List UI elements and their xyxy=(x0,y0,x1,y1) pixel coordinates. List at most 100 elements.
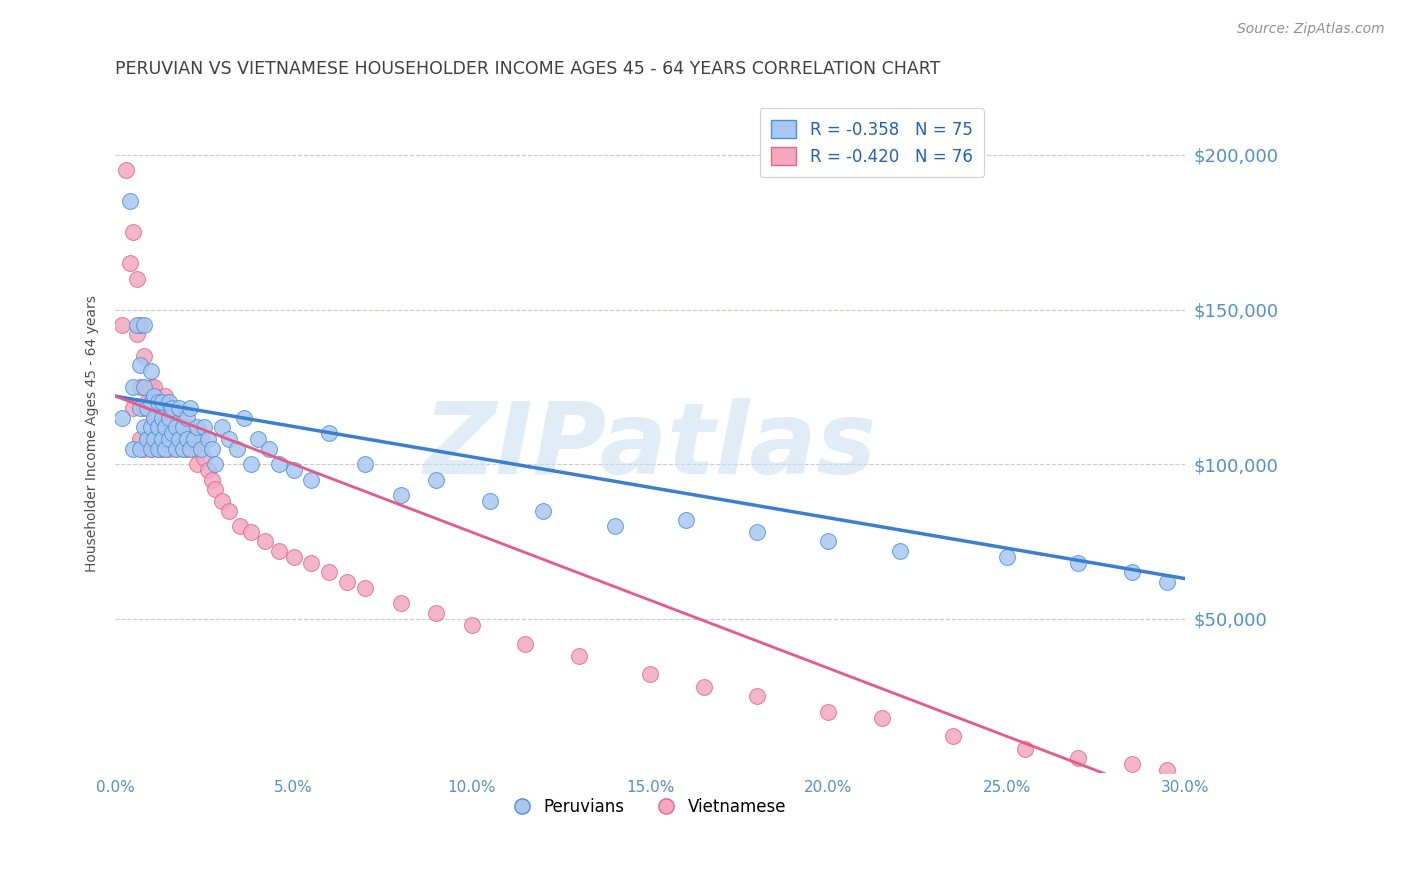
Point xyxy=(179,442,201,456)
Point xyxy=(169,433,191,447)
Point xyxy=(1067,556,1090,570)
Point xyxy=(139,442,162,456)
Point xyxy=(354,581,377,595)
Point xyxy=(817,705,839,719)
Point xyxy=(162,426,184,441)
Point xyxy=(211,420,233,434)
Point xyxy=(204,457,226,471)
Point xyxy=(132,442,155,456)
Point xyxy=(254,534,277,549)
Text: Source: ZipAtlas.com: Source: ZipAtlas.com xyxy=(1237,22,1385,37)
Point xyxy=(157,410,180,425)
Point xyxy=(153,410,176,425)
Point xyxy=(139,442,162,456)
Point xyxy=(162,433,184,447)
Point xyxy=(162,410,184,425)
Point xyxy=(515,636,537,650)
Point xyxy=(817,534,839,549)
Point xyxy=(257,442,280,456)
Point xyxy=(111,410,134,425)
Point xyxy=(150,420,173,434)
Point xyxy=(269,457,291,471)
Point xyxy=(239,457,262,471)
Point xyxy=(125,318,148,332)
Point xyxy=(318,566,340,580)
Point xyxy=(176,420,198,434)
Point xyxy=(129,318,152,332)
Point xyxy=(165,442,187,456)
Point xyxy=(150,433,173,447)
Point xyxy=(143,410,166,425)
Point xyxy=(150,395,173,409)
Point xyxy=(176,410,198,425)
Point xyxy=(692,680,714,694)
Point xyxy=(146,442,169,456)
Point xyxy=(1067,751,1090,765)
Point xyxy=(136,433,159,447)
Point xyxy=(150,395,173,409)
Point xyxy=(143,410,166,425)
Point xyxy=(139,364,162,378)
Point xyxy=(179,401,201,416)
Point xyxy=(169,410,191,425)
Point xyxy=(283,549,305,564)
Point xyxy=(153,442,176,456)
Point xyxy=(172,442,194,456)
Legend: Peruvians, Vietnamese: Peruvians, Vietnamese xyxy=(508,791,793,823)
Point xyxy=(200,473,222,487)
Point xyxy=(283,463,305,477)
Point xyxy=(200,442,222,456)
Point xyxy=(1121,566,1143,580)
Point xyxy=(1156,764,1178,778)
Point xyxy=(747,689,769,703)
Point xyxy=(146,420,169,434)
Point xyxy=(425,473,447,487)
Point xyxy=(165,420,187,434)
Point xyxy=(603,519,626,533)
Point xyxy=(211,494,233,508)
Point xyxy=(186,457,208,471)
Point xyxy=(318,426,340,441)
Point xyxy=(225,442,247,456)
Point xyxy=(638,667,661,681)
Point xyxy=(157,410,180,425)
Point xyxy=(132,401,155,416)
Point xyxy=(162,401,184,416)
Point xyxy=(136,395,159,409)
Point xyxy=(122,225,145,239)
Point xyxy=(129,380,152,394)
Point xyxy=(139,420,162,434)
Point xyxy=(889,543,911,558)
Point xyxy=(179,433,201,447)
Point xyxy=(165,442,187,456)
Point xyxy=(942,729,965,743)
Point xyxy=(129,442,152,456)
Point xyxy=(169,433,191,447)
Point xyxy=(197,433,219,447)
Point xyxy=(531,503,554,517)
Point xyxy=(139,420,162,434)
Point xyxy=(176,433,198,447)
Point xyxy=(336,574,359,589)
Point xyxy=(176,442,198,456)
Text: PERUVIAN VS VIETNAMESE HOUSEHOLDER INCOME AGES 45 - 64 YEARS CORRELATION CHART: PERUVIAN VS VIETNAMESE HOUSEHOLDER INCOM… xyxy=(115,60,941,78)
Y-axis label: Householder Income Ages 45 - 64 years: Householder Income Ages 45 - 64 years xyxy=(86,294,100,572)
Point xyxy=(269,543,291,558)
Point xyxy=(246,433,269,447)
Point xyxy=(568,648,591,663)
Point xyxy=(461,618,484,632)
Point xyxy=(169,401,191,416)
Point xyxy=(190,433,212,447)
Point xyxy=(153,433,176,447)
Point xyxy=(122,442,145,456)
Point xyxy=(193,420,215,434)
Point xyxy=(150,442,173,456)
Point xyxy=(157,395,180,409)
Point xyxy=(183,433,205,447)
Point xyxy=(129,401,152,416)
Point xyxy=(122,401,145,416)
Point xyxy=(425,606,447,620)
Point xyxy=(186,420,208,434)
Point xyxy=(218,503,240,517)
Point xyxy=(1156,574,1178,589)
